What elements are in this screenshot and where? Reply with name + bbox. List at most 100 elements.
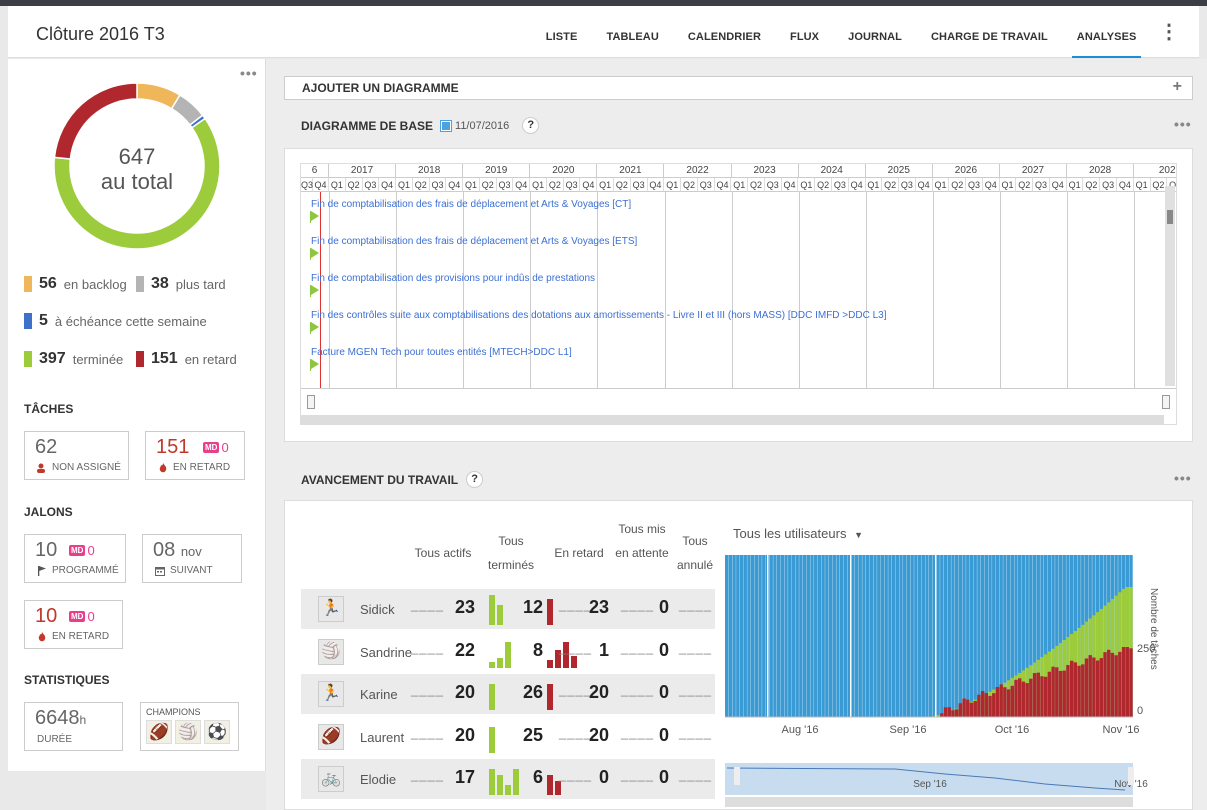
chart-bar-total[interactable] [1066,555,1070,717]
late-count[interactable]: 1 [598,639,609,660]
user-name[interactable]: Sandrine [360,644,413,660]
chart-bar-late[interactable] [1092,657,1096,717]
chart-bar-late[interactable] [1010,685,1015,717]
legend-backlog[interactable]: 56 en backlog [24,275,127,293]
active-count[interactable]: 20 [454,724,475,745]
gantt-hscroll-track[interactable] [301,415,1164,424]
chart-bar-total[interactable] [880,555,885,717]
champion-avatar-3[interactable]: ⚽ [204,720,230,744]
chart-bar-total[interactable] [843,555,848,717]
chart-bar-total[interactable] [836,555,840,717]
done-count[interactable]: 8 [532,639,543,660]
help-icon[interactable]: ? [466,471,484,488]
active-count[interactable]: 23 [454,597,475,617]
champion-avatar-2[interactable]: 🏐 [175,720,201,744]
champion-avatar-1[interactable]: 🏈 [146,720,172,744]
legend-late[interactable]: 151 en retard [136,350,237,368]
legend-due-this-week[interactable]: 5 à échéance cette semaine [24,312,207,330]
chart-bar-late[interactable] [1088,655,1092,717]
chart-bar-total[interactable] [988,555,992,717]
chart-bar-total[interactable] [984,555,989,717]
add-chart-bar[interactable]: AJOUTER UN DIAGRAMME + [284,76,1193,100]
unassigned-tasks-box[interactable]: 62 NON ASSIGNÉ [24,431,129,480]
chart-bar-late[interactable] [1084,658,1089,717]
on-hold-count[interactable]: 0 [658,724,669,745]
col-header-done[interactable]: Tous terminés [487,534,534,572]
milestone-flag-icon[interactable] [311,211,319,221]
user-name[interactable]: Sidick [360,602,395,617]
chart-bar-late[interactable] [940,713,944,717]
chart-bar-late[interactable] [973,700,977,717]
chart-bar-total[interactable] [832,555,836,717]
chart-bar-late[interactable] [1032,673,1037,717]
chart-bar-late[interactable] [1118,651,1122,717]
chart-bar-total[interactable] [1055,555,1059,717]
chart-bar-late[interactable] [1014,679,1018,717]
chart-bar-total[interactable] [891,555,896,717]
chart-bar-total[interactable] [921,555,925,717]
chart-bar-total[interactable] [980,555,985,717]
chart-bar-total[interactable] [1025,555,1029,717]
chart-bar-late[interactable] [1095,660,1100,717]
chart-bar-total[interactable] [1014,555,1018,717]
chart-bar-total[interactable] [992,555,996,717]
done-count[interactable]: 6 [532,767,543,787]
chart-bar-total[interactable] [736,555,740,717]
user-name[interactable]: Laurent [360,729,405,745]
chart-bar-total[interactable] [1062,555,1066,717]
gantt-task[interactable]: Fin de comptabilisation des frais de dép… [311,199,632,210]
range-handle-right[interactable] [1162,395,1170,409]
chart-bar-total[interactable] [799,555,803,717]
panel-menu-icon[interactable]: ••• [240,65,258,81]
chart-bar-total[interactable] [914,555,918,717]
chart-bar-total[interactable] [821,555,825,717]
on-hold-count[interactable]: 0 [658,682,669,702]
chart-bar-late[interactable] [1073,662,1078,717]
chart-bar-total[interactable] [999,555,1003,717]
milestone-flag-icon[interactable] [311,285,319,295]
chart-bar-total[interactable] [977,555,981,717]
chart-bar-done[interactable] [936,715,940,717]
chart-bar-total[interactable] [806,555,811,717]
donut-slice[interactable] [54,83,138,160]
chart-bar-total[interactable] [966,555,970,717]
gantt-task[interactable]: Facture MGEN Tech pour toutes entités [M… [311,347,572,358]
chart-bar-total[interactable] [951,555,955,717]
table-row[interactable]: 🏐 Sandrine ____ 22 8 ____ 1 ____ 0 ____ [301,632,715,672]
user-avatar[interactable]: 🚲 [318,766,344,792]
help-icon[interactable]: ? [522,117,540,134]
chart-bar-late[interactable] [1003,687,1007,717]
chart-bar-total[interactable] [869,555,874,717]
chart-bar-late[interactable] [999,684,1003,717]
chart-bar-total[interactable] [932,555,937,717]
chart-bar-late[interactable] [992,693,996,717]
chart-bar-total[interactable] [943,555,948,717]
chart-bar-total[interactable] [973,555,977,717]
user-avatar[interactable]: 🏐 [318,638,344,665]
chart-bar-total[interactable] [1006,555,1011,717]
user-avatar[interactable]: 🏃 [318,596,344,622]
user-name[interactable]: Karine [360,687,398,702]
chart-bar-late[interactable] [1036,672,1040,717]
donut-slice[interactable] [54,117,220,249]
chart-bar-late[interactable] [1069,660,1074,717]
chart-bar-total[interactable] [1036,555,1040,717]
col-header-on-hold[interactable]: Tous mis en attente [615,522,669,560]
chart-bar-total[interactable] [884,555,888,717]
chart-bar-total[interactable] [929,555,933,717]
gantt-vscroll-thumb[interactable] [1167,210,1173,224]
gantt-task[interactable]: Fin de comptabilisation des frais de dép… [311,236,638,247]
chart-bar-total[interactable] [747,555,751,717]
chart-bar-late[interactable] [1062,670,1066,717]
chart-bar-late[interactable] [1047,671,1052,717]
done-count[interactable]: 25 [522,724,543,745]
chart-bar-total[interactable] [854,555,859,717]
chart-bar-total[interactable] [817,555,822,717]
table-row[interactable]: 🏈 Laurent ____ 20 25 ____ 20 ____ 0 ____ [301,717,715,757]
chart-bar-total[interactable] [1010,555,1015,717]
chart-bar-total[interactable] [910,555,914,717]
chart-bar-total[interactable] [917,555,922,717]
chart-bar-total[interactable] [858,555,862,717]
chart-bar-late[interactable] [1103,652,1107,717]
chart-bar-late[interactable] [995,687,1000,717]
